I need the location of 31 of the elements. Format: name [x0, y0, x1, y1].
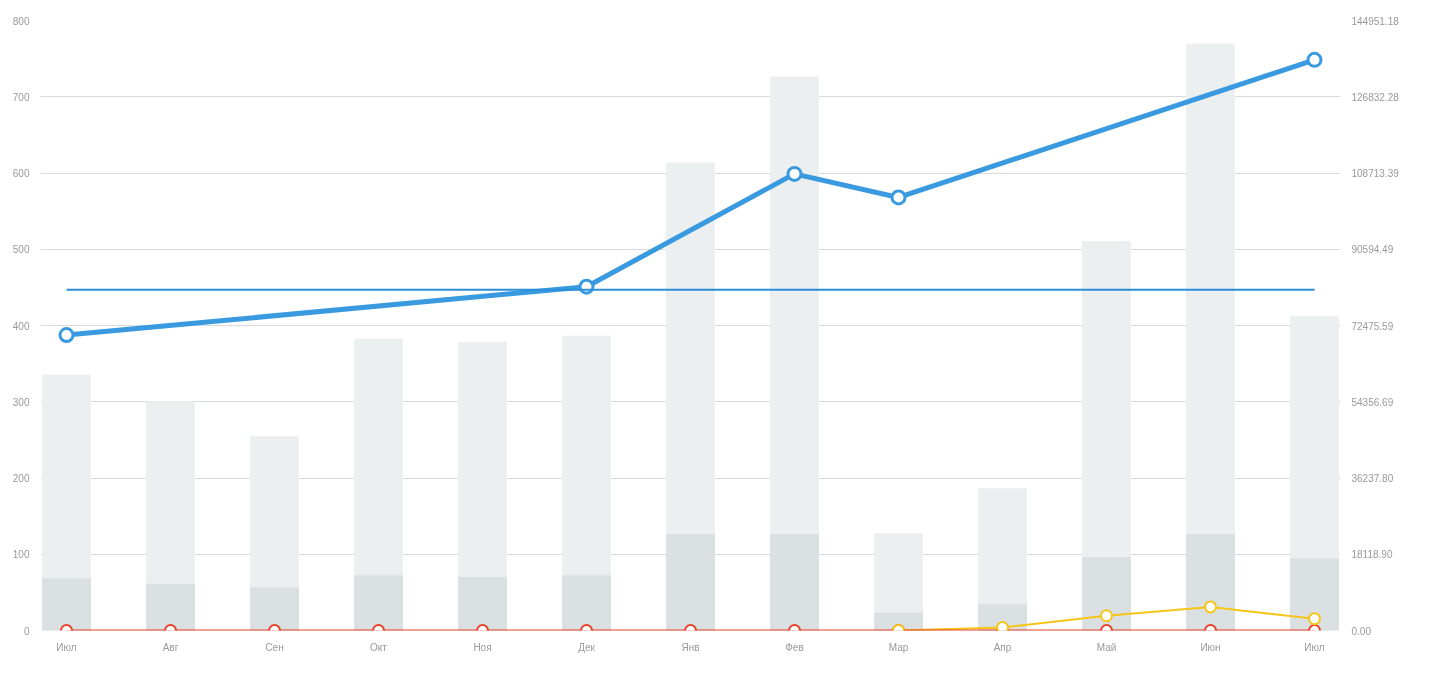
- y-tick-label: 600: [12, 168, 30, 179]
- y2-tick-label: 36237.80: [1351, 473, 1394, 484]
- y2-tick-label: 126832.28: [1351, 91, 1400, 103]
- y-tick-label: 200: [12, 473, 30, 484]
- y-tick-label: 300: [12, 396, 30, 408]
- y2-tick-label: 72475.59: [1351, 320, 1394, 332]
- x-tick-label: Авг: [162, 641, 179, 653]
- y-tick-label: 400: [12, 320, 30, 332]
- x-tick-label: Июл: [56, 641, 77, 653]
- y2-tick-label: 54356.69: [1351, 396, 1394, 408]
- y2-tick-label: 18118.90: [1351, 549, 1393, 561]
- x-tick-label: Дек: [578, 641, 596, 653]
- x-tick-label: Апр: [993, 641, 1012, 653]
- y-tick-label: 0: [23, 625, 30, 637]
- x-tick-label: Май: [1096, 641, 1117, 653]
- y-tick-label: 500: [12, 244, 30, 256]
- y-tick-label: 700: [12, 91, 30, 103]
- y-tick-label: 100: [12, 549, 30, 561]
- x-tick-label: Ноя: [473, 641, 492, 653]
- y2-tick-label: 108713.39: [1351, 168, 1400, 179]
- x-tick-label: Июн: [1200, 641, 1221, 653]
- x-tick-label: Сен: [265, 641, 284, 653]
- y2-tick-label: 90594.49: [1351, 244, 1394, 256]
- y-tick-label: 800: [12, 15, 30, 27]
- x-tick-label: Янв: [681, 641, 700, 653]
- x-tick-label: Июл: [1304, 641, 1325, 653]
- y2-tick-label: 0.00: [1351, 625, 1372, 637]
- x-tick-label: Окт: [370, 641, 388, 653]
- y2-tick-label: 144951.18: [1351, 15, 1400, 27]
- x-tick-label: Мар: [888, 641, 909, 653]
- x-tick-label: Фев: [785, 641, 804, 653]
